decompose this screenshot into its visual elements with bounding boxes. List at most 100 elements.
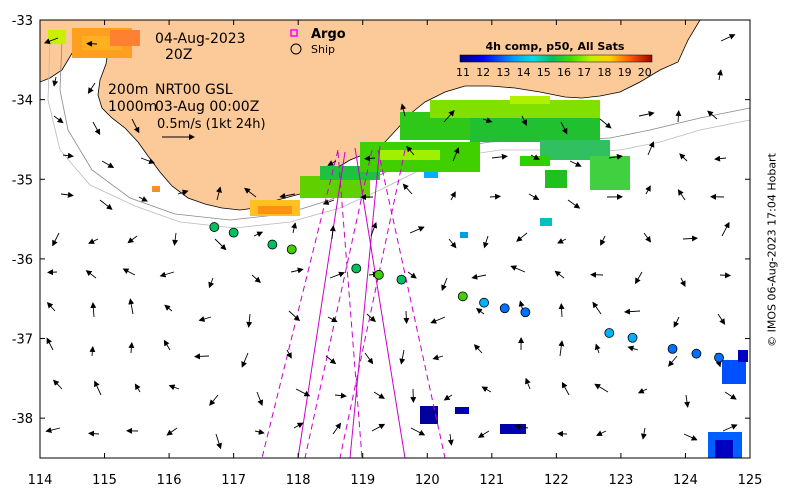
current-arrow [399,349,406,365]
colorbar-tick-label: 16 [557,66,571,79]
current-arrow [131,118,140,134]
current-arrow [101,160,115,168]
current-arrow [402,183,413,195]
current-arrow [683,433,698,441]
current-arrow [53,379,63,390]
current-arrow [557,238,567,244]
current-arrow [668,355,678,367]
current-arrow [409,226,425,234]
colorbar-tick-label: 20 [638,66,652,79]
current-arrow [680,277,686,287]
current-arrow [448,238,457,249]
y-tick-label: -36 [12,253,33,268]
current-arrow [516,232,528,242]
current-arrow [194,353,210,360]
product-label: NRT00 GSL [155,82,233,98]
ship-station [691,348,702,359]
argo-marker-icon [290,29,298,37]
current-arrow [569,160,582,167]
current-arrow [52,232,60,247]
current-arrow [291,222,298,234]
current-arrow [364,155,376,162]
ship-station [351,263,362,274]
sst-swath [48,28,748,458]
current-arrow [491,153,508,160]
current-arrow [128,298,135,315]
current-arrow [215,433,222,450]
current-arrow [640,427,647,440]
current-arrow [128,342,135,354]
current-arrow [46,337,54,351]
current-arrow [327,316,338,323]
colorbar-tick-label: 19 [618,66,632,79]
ship-stations [209,222,724,363]
current-arrow [471,273,487,280]
current-arrow [92,121,101,136]
x-tick-label: 122 [544,473,569,488]
current-arrow [198,316,212,322]
current-arrow [432,354,444,361]
current-arrow [159,271,175,278]
ship-label: Ship [311,43,335,56]
y-tick-label: -33 [12,14,33,29]
current-arrow [127,235,138,244]
current-arrow [722,424,738,432]
current-arrow [643,232,652,243]
current-arrow [43,37,59,44]
current-vectors [43,34,738,450]
ship-marker-icon [290,43,302,55]
current-arrow [325,355,337,365]
current-arrow [594,383,609,393]
current-arrow [166,427,178,436]
current-arrow [679,153,688,162]
current-arrow [675,110,682,123]
current-arrow [88,238,99,244]
current-arrow [373,391,385,399]
current-arrow [53,115,64,124]
current-arrow [481,386,492,393]
current-arrow [600,235,606,246]
current-arrow [717,313,726,325]
x-tick-label: 118 [286,473,311,488]
ship-station [209,222,220,232]
current-arrow [89,346,96,357]
current-arrow [724,391,737,400]
contour-1000m [47,39,750,229]
current-arrow [400,103,407,117]
current-arrow [286,349,292,359]
y-tick-label: -35 [12,173,33,188]
current-arrow [410,427,426,436]
current-arrow [208,277,215,289]
y-tick-label: -38 [12,412,33,427]
current-arrow [561,381,570,396]
current-arrow [443,394,453,401]
current-arrow [560,121,568,135]
x-tick-label: 120 [415,473,440,488]
current-arrow [290,267,304,274]
x-tick-label: 115 [92,473,117,488]
scale-label: 0.5m/s (1kt 24h) [157,117,266,132]
ship-station [627,332,638,343]
current-arrow [677,189,686,201]
current-arrow [443,110,455,123]
current-arrow [721,221,730,237]
current-arrow [450,191,456,201]
current-arrow [209,394,219,406]
x-tick-label: 121 [479,473,504,488]
current-arrow [682,235,698,242]
current-arrow [483,235,489,249]
current-arrow [288,310,301,322]
current-arrow [673,316,680,328]
current-arrow [327,160,337,166]
current-arrow [473,344,483,354]
colorbar-title: 4h comp, p50, All Sats [486,40,625,53]
x-tick-label: 114 [28,473,53,488]
y-tick-label: -37 [12,333,33,348]
current-arrow [645,185,651,195]
current-arrow [530,154,540,160]
current-arrow [253,231,264,238]
credit-text: © IMOS 06-Aug-2023 17:04 Hobart [765,153,779,347]
ship-station [520,307,531,318]
current-arrow [489,193,501,200]
